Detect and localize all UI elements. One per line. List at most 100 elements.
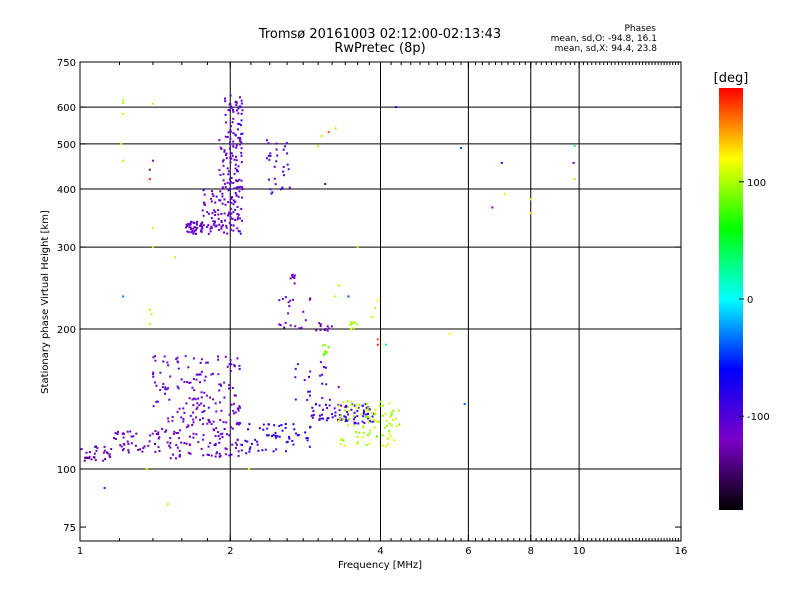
data-point: [262, 428, 265, 431]
data-point: [202, 438, 205, 441]
data-point: [110, 448, 113, 450]
data-point: [240, 133, 243, 136]
data-point: [226, 365, 229, 368]
data-point: [108, 454, 111, 457]
data-point: [200, 370, 203, 373]
data-point: [235, 101, 238, 104]
data-point: [224, 186, 227, 189]
data-point: [217, 355, 219, 358]
data-point: [460, 147, 462, 149]
data-point: [171, 419, 174, 422]
data-point: [215, 427, 218, 430]
data-point: [275, 436, 278, 439]
data-point: [151, 159, 154, 162]
data-point: [353, 404, 356, 407]
data-point: [163, 355, 166, 358]
x-tick-label: 16: [675, 546, 688, 557]
data-point: [230, 201, 233, 204]
data-point: [269, 188, 272, 191]
data-point: [233, 158, 236, 161]
data-point: [348, 409, 351, 412]
data-point: [207, 418, 210, 421]
data-point: [346, 411, 349, 413]
data-point: [376, 343, 379, 346]
data-point: [288, 437, 291, 440]
data-point: [241, 196, 244, 199]
data-point: [392, 418, 394, 421]
data-point: [361, 404, 364, 407]
data-point: [152, 405, 155, 408]
data-point: [240, 102, 243, 105]
data-point: [372, 420, 375, 423]
data-point: [274, 434, 277, 437]
data-point: [245, 452, 248, 455]
data-point: [231, 217, 234, 220]
data-point: [206, 226, 209, 228]
data-point: [289, 299, 292, 302]
data-point: [326, 329, 329, 332]
data-point: [129, 430, 132, 433]
data-point: [293, 274, 296, 277]
data-point: [237, 450, 240, 453]
x-axis-label: Frequency [MHz]: [338, 560, 422, 571]
data-point: [218, 139, 221, 142]
data-point: [234, 163, 237, 166]
data-point: [376, 338, 379, 341]
data-point: [292, 276, 295, 279]
data-point: [286, 440, 289, 443]
data-point: [308, 394, 311, 397]
data-point: [192, 418, 195, 421]
data-point: [384, 445, 387, 448]
data-point: [248, 450, 251, 453]
data-point: [287, 301, 290, 304]
data-point: [282, 170, 285, 173]
data-point: [232, 109, 234, 111]
x-tick-label: 1: [77, 546, 83, 557]
data-point: [324, 350, 327, 353]
data-point: [398, 423, 401, 426]
data-point: [325, 419, 328, 422]
data-point: [236, 218, 239, 221]
data-point: [357, 422, 360, 425]
data-point: [224, 355, 227, 358]
data-point: [222, 224, 224, 227]
data-point: [230, 176, 233, 179]
data-point: [337, 284, 340, 287]
data-point: [237, 230, 240, 233]
data-point: [165, 429, 168, 432]
data-point: [362, 415, 365, 418]
data-point: [334, 127, 337, 130]
data-point: [192, 421, 195, 424]
data-point: [221, 202, 224, 205]
data-point: [202, 188, 205, 191]
data-point: [127, 442, 130, 445]
data-point: [220, 147, 223, 150]
data-point: [390, 411, 393, 414]
data-point: [188, 223, 191, 226]
data-point: [139, 448, 141, 451]
data-point: [237, 112, 240, 115]
y-tick-label: 400: [57, 185, 76, 196]
data-point: [319, 328, 322, 331]
data-point: [254, 438, 257, 441]
data-point: [218, 383, 221, 386]
data-point: [194, 226, 197, 229]
data-point: [238, 178, 241, 181]
data-point: [156, 400, 159, 403]
data-point: [390, 414, 393, 417]
data-point: [211, 190, 213, 193]
data-point: [178, 437, 181, 440]
data-point: [237, 165, 240, 168]
data-point: [262, 423, 265, 426]
data-point: [234, 200, 237, 203]
data-point: [201, 209, 204, 212]
data-point: [152, 375, 155, 378]
data-point: [325, 383, 328, 386]
data-point: [235, 159, 238, 162]
data-point: [362, 426, 365, 429]
data-point: [175, 457, 177, 460]
data-point: [202, 214, 205, 217]
data-point: [355, 403, 358, 406]
data-point: [327, 346, 330, 349]
data-point: [347, 413, 350, 416]
